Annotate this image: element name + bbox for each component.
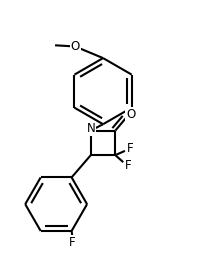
Text: O: O <box>71 40 80 53</box>
Text: F: F <box>69 236 76 249</box>
Text: F: F <box>125 159 131 172</box>
Text: O: O <box>126 108 136 121</box>
Text: N: N <box>86 122 95 135</box>
Text: F: F <box>127 142 134 155</box>
